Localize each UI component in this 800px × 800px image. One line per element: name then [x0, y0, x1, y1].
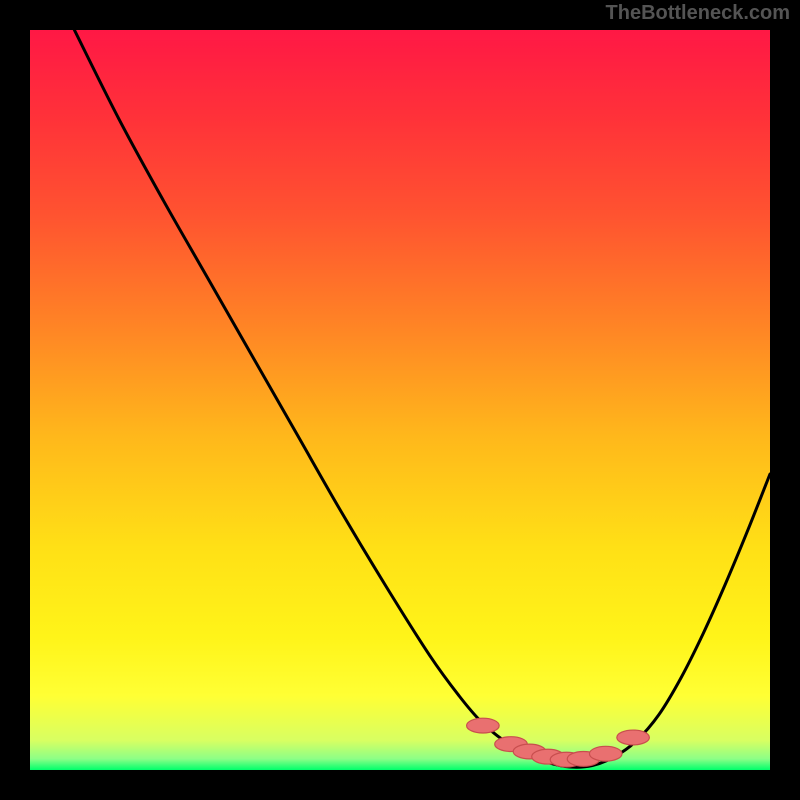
plot-area	[30, 30, 770, 770]
plot-svg	[30, 30, 770, 770]
curve-marker	[467, 718, 500, 733]
curve-marker	[589, 746, 622, 761]
watermark-text: TheBottleneck.com	[606, 2, 790, 25]
chart-frame: TheBottleneck.com	[0, 0, 800, 800]
curve-marker	[617, 730, 650, 745]
gradient-background	[30, 30, 770, 770]
